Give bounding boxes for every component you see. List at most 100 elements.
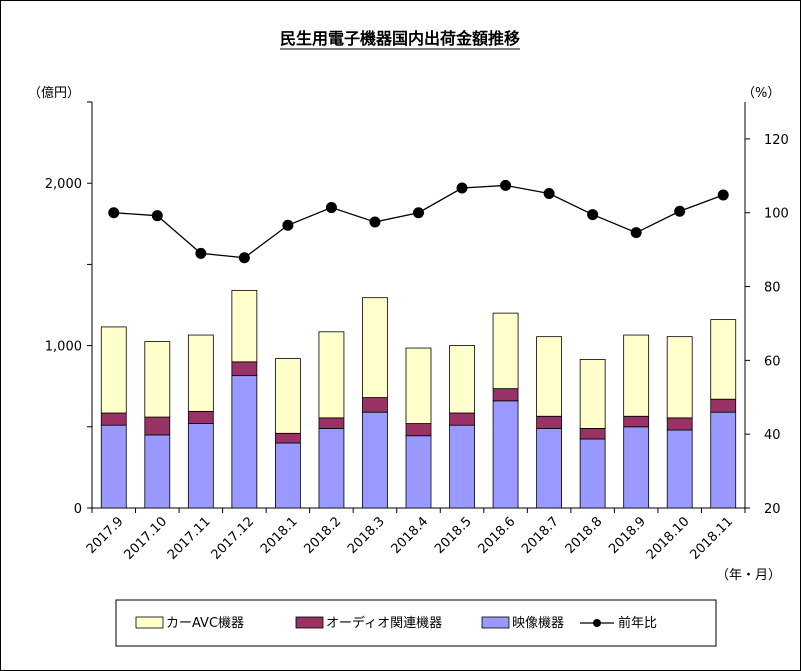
x-axis-tick-label: 2017.9 <box>84 514 127 557</box>
bar-segment <box>405 435 432 509</box>
bar-segment <box>536 415 562 429</box>
right-axis-unit: （%） <box>742 86 780 101</box>
bar-segment <box>362 411 388 509</box>
legend-label: 映像機器 <box>512 616 564 631</box>
bar-segment <box>318 417 345 429</box>
legend-marker <box>593 619 601 627</box>
x-axis-tick-label: 2017.12 <box>209 514 258 563</box>
yoy-point <box>674 205 686 217</box>
legend-items: カーAVC機器 オーディオ関連機器 映像機器 前年比 <box>135 615 657 631</box>
x-axis-tick-label: 2017.11 <box>165 514 214 563</box>
legend-swatch <box>135 616 164 629</box>
yoy-point <box>630 227 642 239</box>
yoy-point <box>456 182 468 194</box>
x-axis-tick-label: 2018.7 <box>519 514 562 557</box>
x-axis-tick-label: 2018.5 <box>432 514 475 557</box>
bar-segment <box>536 428 562 509</box>
x-axis-tick-label: 2018.9 <box>606 514 649 557</box>
bar-segment <box>362 397 388 413</box>
x-axis-tick-label: 2018.11 <box>687 514 736 563</box>
yoy-point <box>282 219 294 231</box>
x-axis-tick-label: 2018.3 <box>345 514 388 557</box>
bar-segment <box>144 341 171 418</box>
bar-segment <box>623 415 650 428</box>
yoy-point <box>238 252 250 264</box>
bar-segment <box>187 410 214 424</box>
bar-segment <box>362 297 388 398</box>
right-axis-tick-label: 40 <box>764 428 781 443</box>
bar-segment <box>710 398 737 413</box>
bar-segment <box>405 347 432 424</box>
bar-segment <box>492 312 519 390</box>
right-axis-tick-label: 80 <box>764 281 781 296</box>
bar-segment <box>187 334 214 412</box>
yoy-point <box>413 207 424 219</box>
bar-segment <box>405 423 432 437</box>
bar-segment <box>666 336 693 419</box>
bar-segment <box>100 424 127 509</box>
legend: カーAVC機器 オーディオ関連機器 映像機器 前年比 <box>115 599 717 647</box>
plot-area: 01,0002,000204060801001202017.92017.1020… <box>45 101 789 563</box>
bar-segment <box>579 428 606 440</box>
right-axis-tick-label: 120 <box>764 133 789 148</box>
left-axis-tick-label: 2,000 <box>45 177 82 192</box>
yoy-point <box>108 207 120 219</box>
yoy-point <box>369 216 381 228</box>
bar-segment <box>187 423 214 509</box>
bar-segment <box>231 289 258 363</box>
legend-swatch <box>481 616 510 629</box>
legend-swatch <box>295 616 324 629</box>
yoy-point <box>500 179 512 191</box>
bar-segment <box>231 375 258 509</box>
bar-segment <box>623 426 650 509</box>
x-axis-unit: （年・月） <box>716 568 781 583</box>
bar-segment <box>100 326 127 414</box>
right-axis-tick-label: 60 <box>764 354 781 369</box>
bar-segment <box>623 334 650 417</box>
bar-segment <box>318 331 345 419</box>
legend-label: 前年比 <box>618 615 657 631</box>
legend-box <box>115 599 717 647</box>
bar-segment <box>666 417 693 431</box>
x-axis-tick-label: 2018.2 <box>301 514 344 557</box>
bar-segment <box>449 424 475 509</box>
yoy-point <box>151 210 163 222</box>
yoy-point <box>543 188 555 200</box>
bar-segment <box>492 388 519 402</box>
left-axis-unit: （億円） <box>28 85 80 101</box>
bar-segment <box>231 361 258 377</box>
yoy-point <box>587 209 599 221</box>
x-axis-tick-label: 2017.10 <box>122 514 171 563</box>
bar-segment <box>536 336 562 417</box>
legend-label: オーディオ関連機器 <box>326 615 442 631</box>
right-axis-tick-label: 20 <box>764 502 781 517</box>
x-axis-tick-label: 2018.6 <box>476 514 519 557</box>
bar-segment <box>144 416 171 436</box>
x-axis-tick-label: 2018.8 <box>563 514 606 557</box>
x-axis-tick-label: 2018.10 <box>644 514 693 563</box>
bar-segment <box>144 434 171 509</box>
bar-segment <box>492 400 519 509</box>
bar-segment <box>274 442 301 509</box>
yoy-point <box>717 189 729 201</box>
bar-segment <box>579 438 606 509</box>
bar-segment <box>666 429 693 509</box>
bar-segment <box>274 358 301 434</box>
bar-segment <box>100 412 127 426</box>
bar-segment <box>710 319 737 400</box>
left-axis-tick-label: 0 <box>74 502 82 517</box>
bar-segment <box>274 432 301 444</box>
yoy-point <box>195 247 207 259</box>
bar-segment <box>318 428 345 509</box>
chart-title: 民生用電子機器国内出荷金額推移 <box>280 29 520 48</box>
right-axis-tick-label: 100 <box>764 207 789 222</box>
x-axis-tick-label: 2018.4 <box>389 514 432 557</box>
yoy-point <box>325 202 337 214</box>
legend-label: カーAVC機器 <box>166 616 244 631</box>
left-axis-tick-label: 1,000 <box>45 340 82 355</box>
bar-segment <box>579 359 606 429</box>
yoy-line <box>113 184 724 259</box>
bar-segment <box>710 411 737 509</box>
